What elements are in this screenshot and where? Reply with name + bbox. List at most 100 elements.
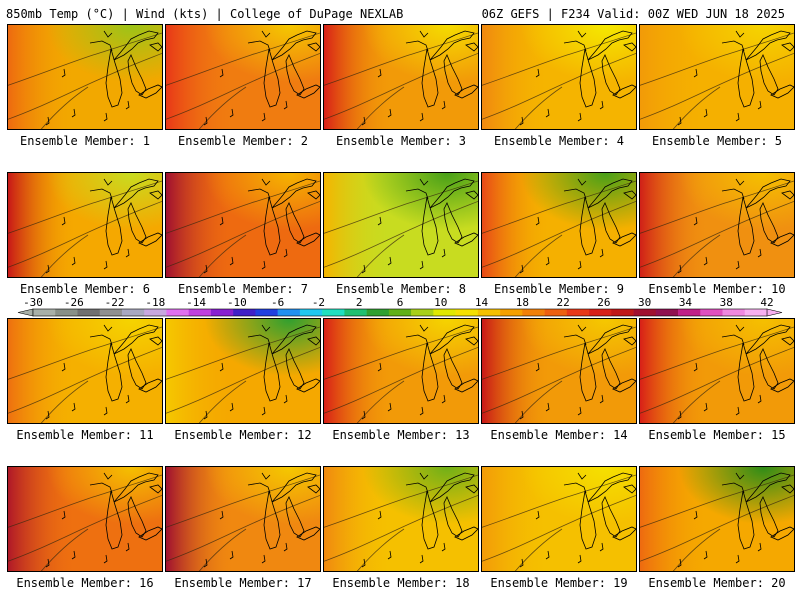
wind-barb [203, 264, 208, 274]
great-lakes-outline [612, 84, 636, 99]
great-lakes-outline [138, 232, 162, 247]
great-lakes-outline [465, 190, 478, 200]
great-lakes-outline [149, 484, 162, 494]
wind-barb [599, 394, 604, 404]
ensemble-map-panel [165, 318, 321, 424]
ensemble-member-label: Ensemble Member: 9 [493, 282, 625, 296]
colorbar-segment [55, 309, 78, 316]
great-lakes-outline [563, 482, 587, 494]
colorbar-segment [344, 309, 367, 316]
great-lakes-outline [577, 324, 587, 332]
height-contour [640, 474, 794, 528]
colorbar-segment [322, 309, 345, 316]
great-lakes-outline [127, 348, 147, 390]
colorbar-segment [633, 309, 657, 316]
wind-barb [71, 108, 76, 118]
wind-barb [45, 116, 50, 126]
wind-barb [703, 256, 708, 266]
wind-barb [519, 410, 524, 420]
ensemble-member-label: Ensemble Member: 19 [490, 576, 628, 590]
great-lakes-outline [113, 472, 159, 503]
temperature-map [8, 25, 162, 129]
wind-barb [677, 558, 682, 568]
colorbar-tick-label: 22 [556, 296, 569, 309]
great-lakes-outline [454, 232, 478, 247]
height-contour [198, 234, 247, 277]
height-contour [8, 494, 162, 562]
ensemble-map-panel [481, 466, 637, 572]
wind-barb [71, 256, 76, 266]
wind-barb [261, 406, 266, 416]
wind-barb [203, 410, 208, 420]
wind-barb [419, 112, 424, 122]
cool-north-shading [640, 319, 794, 423]
cool-north-shading [324, 25, 478, 129]
great-lakes-outline [271, 178, 317, 209]
great-lakes-outline [405, 40, 429, 52]
wind-barb [441, 394, 446, 404]
height-contour [482, 200, 636, 268]
wind-barb [219, 362, 224, 372]
height-contour [514, 528, 563, 571]
wind-barb [229, 550, 234, 560]
ensemble-member-label: Ensemble Member: 5 [651, 134, 783, 148]
ensemble-member-label: Ensemble Member: 16 [16, 576, 154, 590]
ensemble-member-label: Ensemble Member: 1 [19, 134, 151, 148]
wind-barb [283, 394, 288, 404]
great-lakes-outline [247, 188, 271, 200]
height-contour [166, 180, 320, 234]
colorbar-segment [500, 309, 523, 316]
height-contour [356, 86, 405, 129]
wind-barb [261, 554, 266, 564]
great-lakes-outline [759, 54, 779, 96]
great-lakes-outline [285, 496, 305, 538]
wind-barb [203, 558, 208, 568]
colorbar-segment [121, 309, 145, 316]
height-contour [514, 86, 563, 129]
ensemble-map-panel [323, 318, 479, 424]
great-lakes-outline [261, 178, 271, 186]
great-lakes-outline [113, 30, 159, 61]
height-contour [324, 346, 478, 414]
great-lakes-outline [421, 48, 439, 108]
wind-barb [229, 108, 234, 118]
colorbar-segment [144, 309, 167, 316]
cool-north-shading [8, 173, 162, 277]
great-lakes-outline [770, 232, 794, 247]
great-lakes-outline [113, 324, 159, 355]
colorbar-segment [611, 309, 634, 316]
great-lakes-outline [770, 378, 794, 393]
wind-barb [377, 510, 382, 520]
great-lakes-outline [601, 54, 621, 96]
height-contour [640, 200, 794, 268]
great-lakes-outline [405, 334, 429, 346]
wind-barb [103, 112, 108, 122]
great-lakes-outline [296, 84, 320, 99]
temperature-map [640, 25, 794, 129]
colorbar-tick-label: -30 [23, 296, 43, 309]
great-lakes-outline [579, 342, 597, 402]
temperature-map [166, 173, 320, 277]
wind-barb [757, 394, 762, 404]
wind-barb [757, 248, 762, 258]
great-lakes-outline [781, 42, 794, 52]
great-lakes-outline [737, 490, 755, 550]
wind-barb [125, 394, 130, 404]
height-contour [166, 326, 320, 380]
wind-barb [693, 362, 698, 372]
great-lakes-outline [759, 496, 779, 538]
ensemble-map-panel [165, 172, 321, 278]
great-lakes-outline [587, 472, 633, 503]
great-lakes-outline [623, 42, 636, 52]
great-lakes-outline [623, 336, 636, 346]
temperature-map [166, 467, 320, 571]
ensemble-member-label: Ensemble Member: 3 [335, 134, 467, 148]
great-lakes-outline [601, 202, 621, 244]
ensemble-member-label: Ensemble Member: 12 [174, 428, 312, 442]
height-contour [640, 52, 794, 120]
ensemble-map-panel [481, 172, 637, 278]
height-contour [324, 326, 478, 380]
great-lakes-outline [419, 178, 429, 186]
colorbar-segment [722, 309, 746, 316]
wind-barb [387, 402, 392, 412]
